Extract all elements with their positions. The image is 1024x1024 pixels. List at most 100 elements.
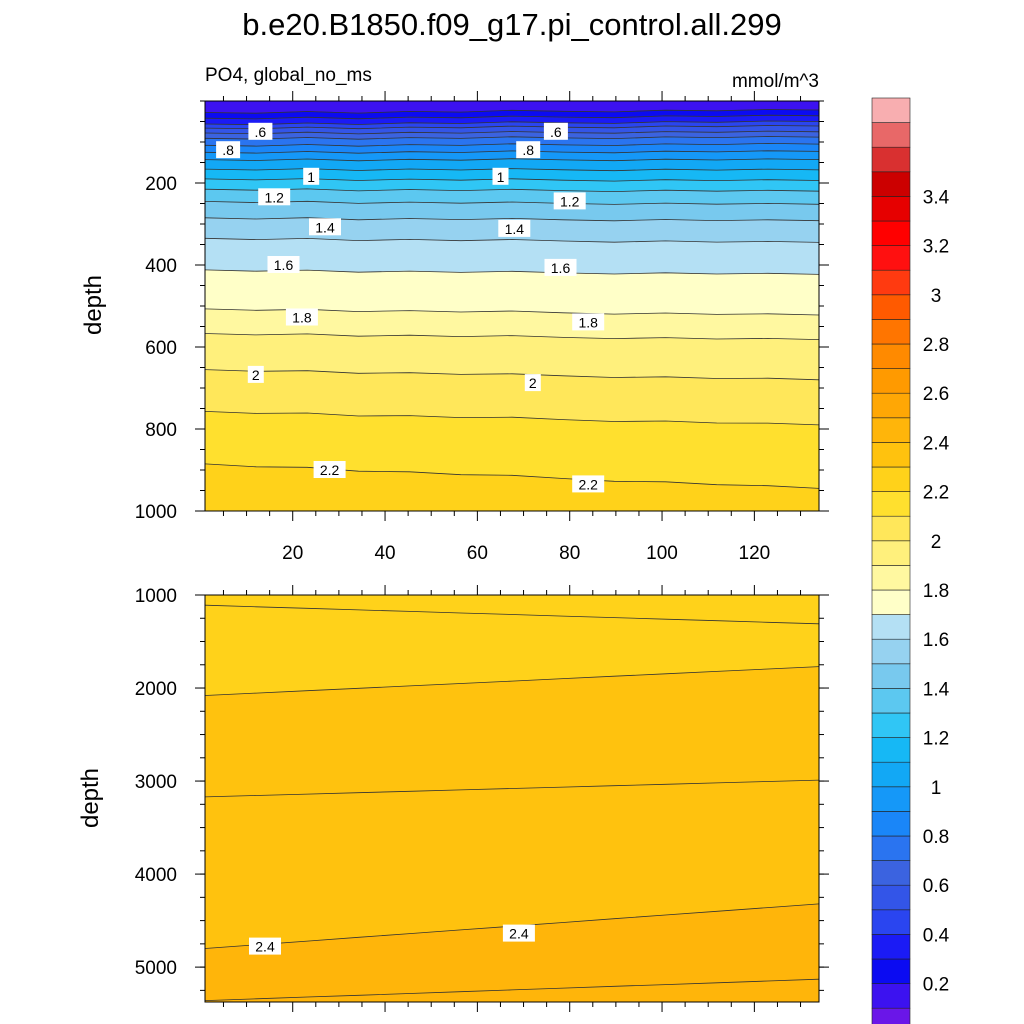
lower-contour-line [205,779,819,798]
upper-contour-line [205,333,819,340]
colorbar-box [871,491,911,517]
contour-label: 2.4 [255,939,275,955]
y-tick-label: 200 [145,174,177,195]
colorbar-box [871,934,911,960]
upper-contour-line [205,158,819,162]
colorbar-box [871,688,911,714]
lower-contour-line [205,666,819,696]
contour-label-box [248,122,273,140]
contour-label-box [258,188,291,206]
y-tick-label: 600 [145,338,177,359]
contour-label-box [502,924,535,942]
units-subtitle: mmol/m^3 [732,71,819,92]
colorbar-box [871,343,911,369]
contour-label: 1.2 [560,193,580,209]
upper-contour-line [205,125,819,130]
colorbar-box [871,835,911,861]
colorbar-tick-label: 2.8 [923,335,949,356]
contour-label: 2.4 [509,926,529,942]
upper-contour-line [205,188,819,193]
upper-contour-line [205,463,819,489]
chart-title: b.e20.B1850.f09_g17.pi_control.all.299 [242,7,782,42]
colorbar-box [871,392,911,419]
contour-label: .8 [522,142,534,158]
contour-label: 1.6 [551,260,571,276]
x-tick-label: 120 [739,543,771,564]
contour-label: 1.4 [315,219,335,235]
lower-contour-lines [205,604,819,1001]
colorbar-box [871,515,911,542]
contour-label-box [267,256,300,273]
colorbar-box [871,540,911,566]
contour-label-box [303,167,320,185]
colorbar-tick-label: 1 [931,778,942,799]
colorbar-box [871,860,911,886]
colorbar-box [871,294,911,320]
y-tick-label: 2000 [135,679,177,700]
colorbar-box [871,319,911,345]
colorbar-box [871,811,911,837]
colorbar-tick-label: 0.4 [923,925,950,946]
contour-label-box [216,141,241,159]
upper-contour-band [205,269,819,316]
y-tick-label: 4000 [135,865,177,886]
upper-contour-line [205,269,819,275]
upper-contour-line [205,237,819,243]
upper-contour-labels: .6 .6 .8 .8 1 1 1.2 1.2 1.4 1.4 1.6 1.6 1.8 1.8 2 2 2.2 2… [216,122,605,493]
colorbar-box [871,983,911,1009]
y-tick-label: 400 [145,256,177,277]
x-tick-label: 20 [282,543,303,564]
upper-contour-line [205,120,819,126]
colorbar-box [871,589,911,615]
contour-label: 1.8 [292,310,312,326]
contour-label-box [247,365,264,383]
colorbar-labels: 00.20.40.60.811.21.41.61.822.22.42.62.83… [923,187,950,1024]
colorbar-tick-label: 2 [931,532,942,553]
contour-label-box [543,122,568,140]
upper-contour-line [205,411,819,426]
colorbar-box [871,761,911,788]
colorbar-tick-label: 1.4 [923,679,950,700]
y-tick-label: 1000 [135,502,177,523]
colorbar-box [871,97,911,123]
colorbar-box [871,196,911,222]
contour-label: 1.4 [505,221,525,237]
colorbar-box [871,466,911,492]
colorbar-box [871,712,911,738]
upper-contour-line [205,130,819,135]
colorbar-box [871,245,911,271]
colorbar-box [871,884,911,911]
contour-label: .6 [255,124,267,140]
variable-subtitle: PO4, global_no_ms [205,65,372,86]
contour-label-box [492,167,509,185]
x-tick-label: 80 [559,543,580,564]
colorbar-tick-label: 3.4 [923,187,950,208]
upper-contour-line [205,114,819,120]
colorbar-box [871,786,911,812]
colorbar-box [871,565,911,591]
colorbar-box [871,663,911,689]
colorbar-box [871,417,911,443]
colorbar-box [871,1007,911,1024]
y-tick-label: 3000 [135,772,177,793]
contour-label-box [524,374,541,392]
colorbar-box [871,171,911,197]
lower-contour-line [205,978,819,1001]
y-tick-label: 1000 [135,586,177,607]
upper-panel: .6.6.8.81 11.2 1.21.4 1.41.6 1.61.8 1.8222.22… [135,91,829,564]
lower-contour-labels: 2.4 2.4 [249,924,535,955]
lower-contour-line [205,604,819,625]
colorbar [871,97,911,1024]
contour-label-box [572,475,605,493]
colorbar-tick-label: 2.2 [923,483,949,504]
contour-label-box [498,219,531,237]
colorbar-tick-label: 0.6 [923,876,949,897]
colorbar-box [871,122,911,148]
contour-label-box [516,141,541,159]
contour-label: 2 [252,367,260,383]
lower-contour-fill [205,595,819,1002]
colorbar-box [871,220,911,246]
y-tick-label: 800 [145,420,177,441]
contour-label: 1.6 [274,257,294,273]
